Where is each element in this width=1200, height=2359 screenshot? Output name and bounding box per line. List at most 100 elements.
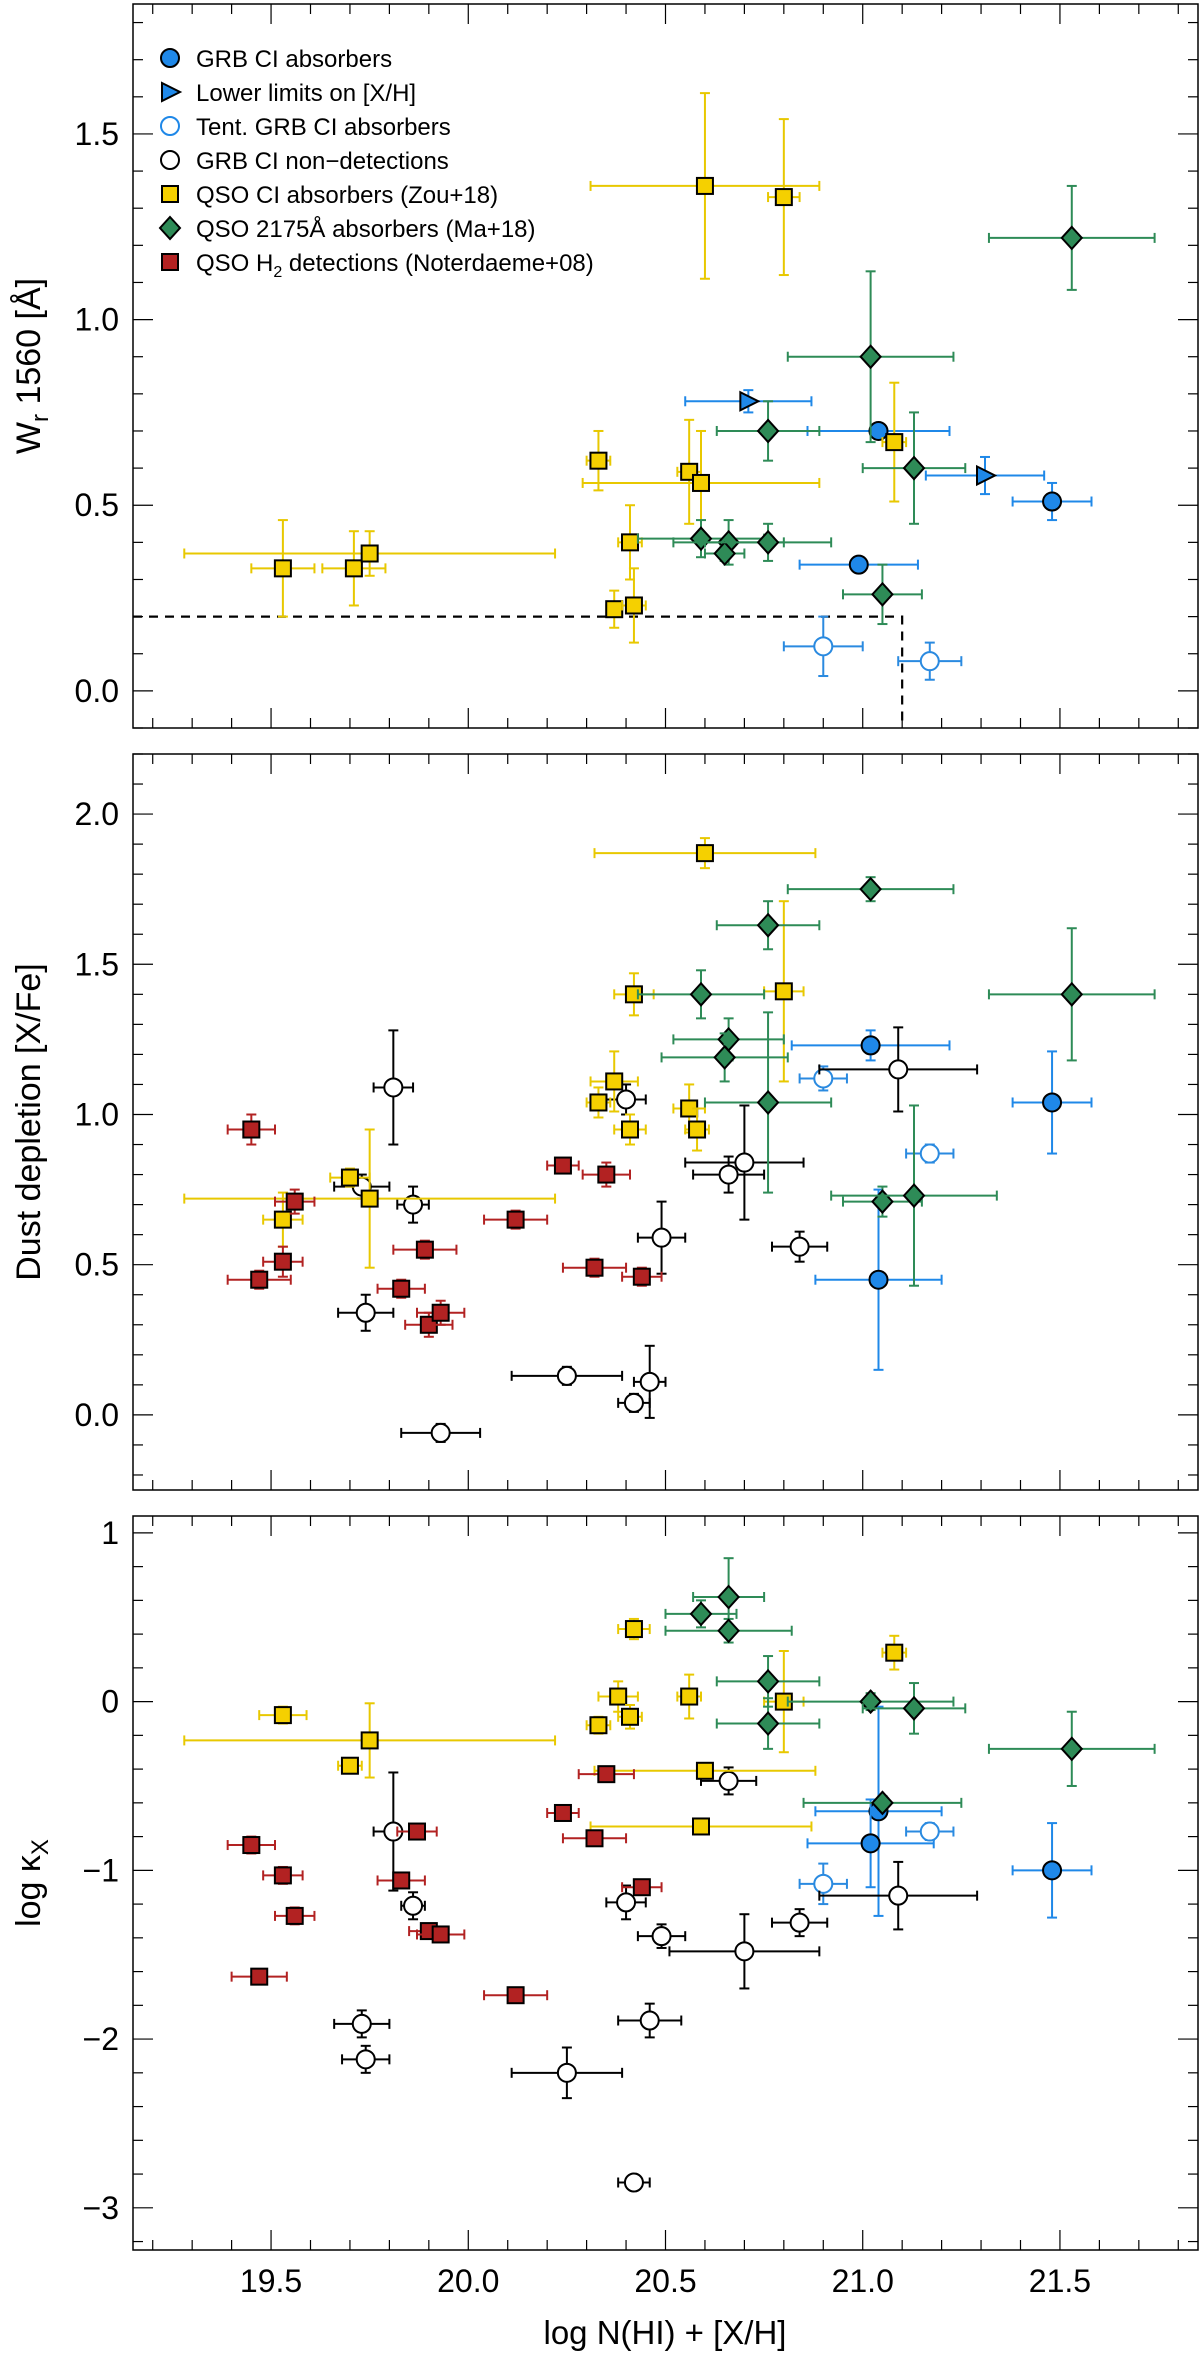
data-point	[695, 844, 714, 863]
data-point	[860, 1833, 881, 1854]
y-axis-title-subscript: r	[27, 414, 54, 422]
data-point	[713, 1044, 737, 1070]
data-point	[351, 2013, 372, 2034]
data-point	[1042, 491, 1063, 512]
data-point	[597, 1165, 616, 1184]
data-point	[713, 541, 737, 566]
data-point	[888, 1059, 909, 1080]
data-point	[360, 1731, 379, 1750]
data-point	[756, 1089, 780, 1115]
y-axis-title-rest: 1560 [Å]	[10, 278, 48, 414]
data-point	[688, 1120, 707, 1139]
detection-threshold-line	[133, 615, 904, 728]
data-point	[605, 1072, 624, 1091]
data-point	[408, 1822, 426, 1841]
data-point	[556, 1365, 577, 1386]
data-point	[860, 1035, 881, 1056]
y-tick-label: 1.5	[75, 946, 119, 982]
data-point	[813, 636, 834, 657]
data-point	[383, 1077, 404, 1098]
legend-label-rest: detections (Noterdaeme+08)	[282, 250, 594, 277]
y-tick-label: 2.0	[75, 796, 119, 832]
data-point	[871, 581, 894, 607]
data-point	[285, 1906, 304, 1925]
legend-label: GRB CI non−detections	[196, 148, 449, 175]
data-point	[250, 1270, 269, 1289]
series-grb	[798, 420, 1093, 575]
data-point	[871, 1790, 894, 1816]
plot-frame	[132, 3, 1199, 729]
data-point	[885, 433, 904, 452]
data-point	[609, 1687, 628, 1706]
data-point	[692, 473, 710, 492]
data-point	[273, 1866, 292, 1885]
data-point	[689, 1601, 713, 1627]
data-point	[344, 559, 363, 578]
data-point	[756, 1711, 780, 1737]
data-point	[919, 1821, 940, 1842]
series-qso_ci	[183, 1617, 908, 1836]
data-point	[242, 1120, 261, 1139]
data-point	[813, 1068, 834, 1089]
legend-marker	[160, 116, 180, 136]
data-point	[919, 1143, 940, 1164]
data-point	[605, 600, 624, 619]
legend-marker	[160, 150, 180, 170]
data-point	[651, 1926, 672, 1947]
legend-label: QSO CI absorbers (Zou+18)	[196, 182, 498, 209]
series-qso_ci	[183, 837, 817, 1269]
data-point	[250, 1967, 269, 1986]
data-point	[621, 1120, 639, 1139]
data-point	[285, 1192, 304, 1211]
data-point	[553, 1803, 572, 1822]
data-point	[695, 176, 714, 195]
data-point	[774, 982, 793, 1001]
data-point	[734, 1941, 755, 1962]
data-point	[919, 651, 940, 672]
data-point	[859, 344, 882, 370]
data-point	[1060, 981, 1084, 1007]
data-point	[718, 1164, 739, 1185]
data-point	[718, 1770, 739, 1791]
series-tent	[798, 1065, 955, 1164]
data-point	[680, 1687, 699, 1706]
data-point	[623, 2172, 644, 2193]
data-point	[340, 1756, 359, 1775]
data-point	[756, 529, 780, 555]
data-point	[789, 1912, 810, 1933]
data-point	[616, 1089, 637, 1110]
data-point	[885, 1643, 904, 1662]
data-point	[1060, 1736, 1084, 1762]
data-point	[739, 390, 761, 412]
series-qso_ci	[183, 92, 908, 644]
data-point	[624, 596, 643, 615]
y-axis-title: Dust depletion [X/Fe]	[10, 963, 48, 1281]
y-tick-label: −3	[83, 2190, 119, 2226]
data-point	[789, 1236, 810, 1257]
data-point	[1060, 225, 1084, 251]
data-point	[813, 1873, 834, 1894]
data-point	[415, 1240, 434, 1259]
data-point	[871, 1189, 894, 1215]
data-point	[624, 1620, 643, 1639]
legend-entry: QSO 2175Å absorbers (Ma+18)	[158, 215, 536, 243]
y-tick-label: −2	[83, 2021, 119, 2057]
data-point	[848, 554, 869, 575]
series-grb	[790, 1029, 1093, 1371]
data-point	[242, 1836, 261, 1855]
data-point	[589, 1716, 608, 1735]
data-point	[859, 1689, 882, 1715]
data-point	[553, 1156, 572, 1175]
legend-marker	[161, 185, 179, 203]
x-tick-label: 20.5	[634, 2263, 696, 2299]
y-tick-label: 1.5	[75, 116, 119, 152]
data-point	[506, 1210, 525, 1229]
data-point	[868, 420, 889, 441]
series-grb	[806, 1705, 1093, 1919]
data-point	[360, 544, 379, 563]
series-qso_2175	[636, 876, 1156, 1287]
data-point	[355, 1302, 376, 1323]
data-point	[392, 1871, 411, 1890]
panel-depletion: 0.0 0.5 1.0 1.5 2.0 Dust depletion [X/Fe]	[10, 753, 1199, 1491]
data-point	[632, 1878, 651, 1897]
